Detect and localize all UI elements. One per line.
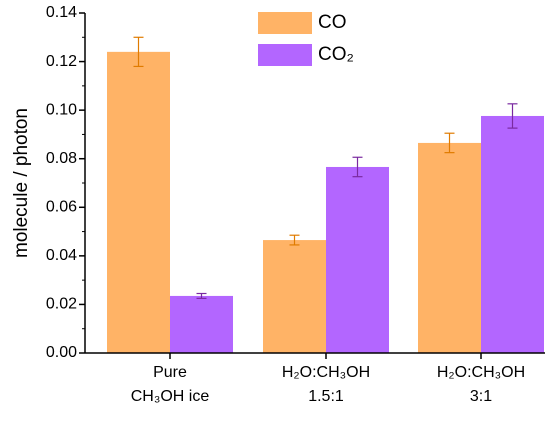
bar [107, 51, 170, 353]
x-tick-label: H₂O:CH₃OH [282, 364, 370, 381]
bar [263, 240, 326, 353]
bar [326, 166, 389, 353]
error-bar [444, 132, 455, 154]
error-bar [289, 234, 300, 246]
y-tick-label: 0.00 [46, 344, 77, 361]
x-tick-label: 3:1 [470, 388, 492, 405]
x-tick-label: 1.5:1 [308, 388, 344, 405]
y-tick-label: 0.06 [46, 199, 77, 216]
x-tick-label: H₂O:CH₃OH [437, 364, 525, 381]
y-tick-label: 0.14 [46, 4, 77, 21]
y-tick-label: 0.12 [46, 53, 77, 70]
y-tick-label: 0.02 [46, 296, 77, 313]
legend-swatch [258, 44, 312, 66]
error-bar [352, 156, 363, 178]
legend-label: CO [318, 12, 347, 33]
x-tick-label: CH₃OH ice [131, 388, 210, 405]
bar [481, 115, 544, 353]
error-bar [507, 103, 518, 129]
y-tick-label: 0.08 [46, 150, 77, 167]
y-axis-label: molecule / photon [11, 108, 32, 258]
y-tick-label: 0.04 [46, 247, 77, 264]
legend-label: CO₂ [318, 44, 354, 65]
bar [418, 142, 481, 353]
x-tick-label: Pure [153, 364, 187, 381]
bar [170, 295, 233, 353]
y-tick-label: 0.10 [46, 101, 77, 118]
error-bar [196, 292, 207, 299]
legend-swatch [258, 12, 312, 34]
error-bar [133, 36, 144, 68]
